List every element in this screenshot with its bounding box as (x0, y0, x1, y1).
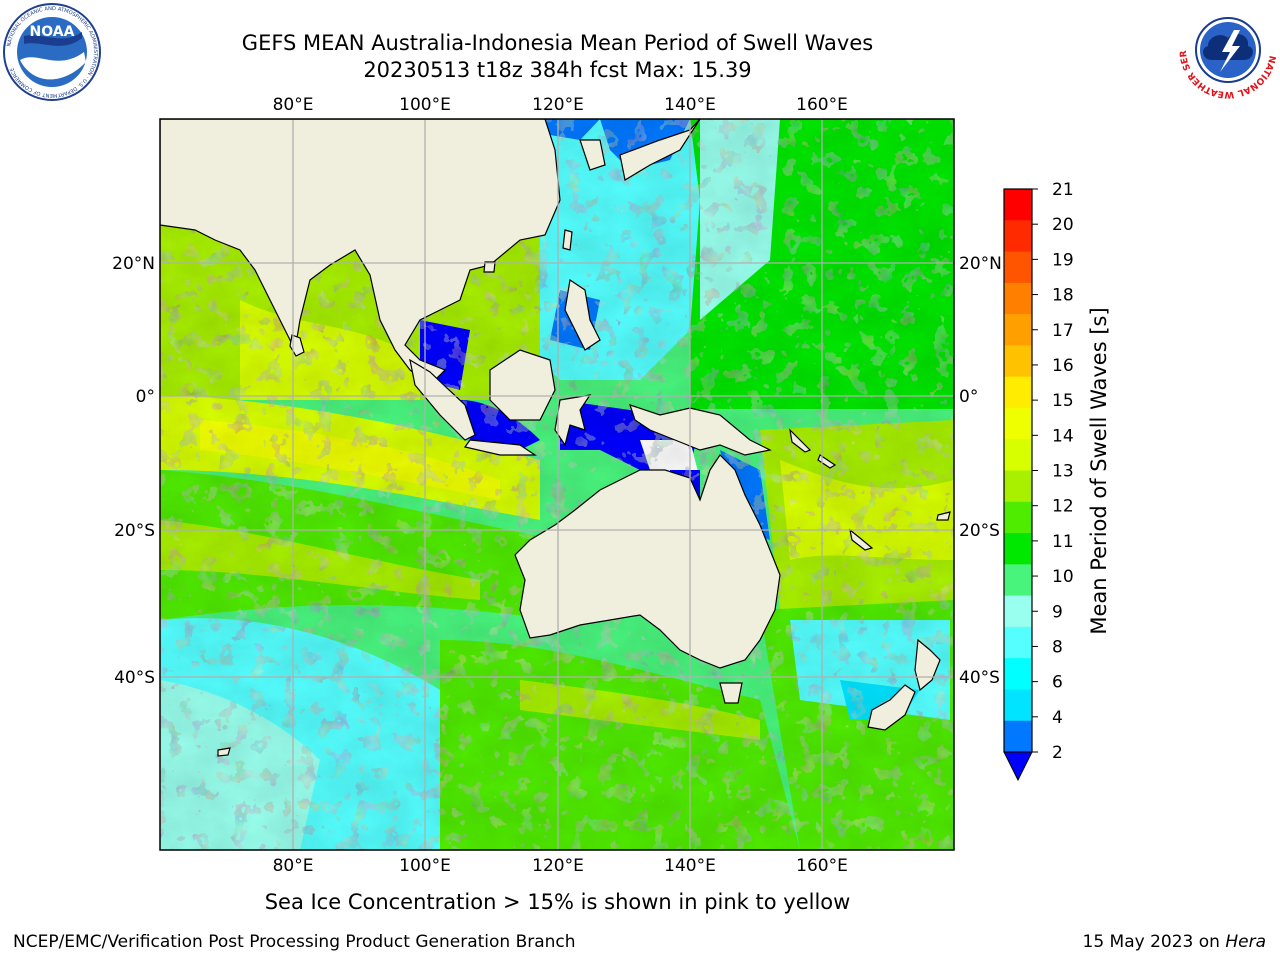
colorbar-segment (1004, 689, 1032, 722)
colorbar-segment (1004, 720, 1032, 753)
colorbar-tick-label: 19 (1052, 250, 1074, 270)
colorbar-tick-label: 2 (1052, 743, 1063, 763)
colorbar-segment (1004, 595, 1032, 628)
colorbar-segment (1004, 658, 1032, 690)
lon-tick-label: 80°E (273, 95, 314, 115)
colorbar-tick-label: 17 (1052, 321, 1074, 341)
colorbar-tick-label: 8 (1052, 637, 1063, 657)
sea-ice-note: Sea Ice Concentration > 15% is shown in … (264, 890, 851, 914)
lon-tick-label: 100°E (399, 856, 451, 876)
lat-ticks-left: 20°N 0° 20°S 40°S (112, 254, 155, 688)
footer-host: Hera (1225, 932, 1266, 952)
colorbar-label: Mean Period of Swell Waves [s] (1087, 307, 1111, 634)
colorbar-tick-label: 14 (1052, 426, 1074, 446)
lon-tick-label: 80°E (273, 856, 314, 876)
footer-date-text: 15 May 2023 on (1082, 932, 1226, 952)
colorbar-segment (1004, 314, 1032, 346)
colorbar: 21 20 19 18 17 16 15 14 13 12 11 10 9 8 6 4 2 (1003, 180, 1074, 782)
lon-tick-label: 140°E (664, 856, 716, 876)
colorbar-segment (1004, 439, 1032, 471)
graticule (160, 119, 954, 850)
colorbar-tick-label: 18 (1052, 286, 1074, 306)
noaa-logo: NATIONAL OCEANIC AND ATMOSPHERIC ADMINIS… (3, 3, 101, 101)
colorbar-tick-label: 20 (1052, 215, 1074, 235)
colorbar-tick-label: 15 (1052, 391, 1074, 411)
colorbar-segment (1004, 251, 1032, 284)
footer-date: 15 May 2023 on Hera (1083, 932, 1267, 952)
lat-tick-label: 20°S (959, 521, 1000, 541)
colorbar-under-triangle (1003, 751, 1033, 782)
lon-tick-label: 160°E (796, 856, 848, 876)
colorbar-tick-label: 6 (1052, 673, 1063, 693)
colorbar-segment (1004, 470, 1032, 503)
colorbar-frame (1003, 188, 1033, 753)
map-subtitle: 20230513 t18z 384h fcst Max: 15.39 (363, 58, 752, 82)
colorbar-tick-label: 13 (1052, 462, 1074, 482)
colorbar-segment (1004, 501, 1032, 534)
colorbar-tick-label: 4 (1052, 708, 1063, 728)
colorbar-segment (1004, 407, 1032, 440)
lat-tick-label: 20°N (112, 254, 155, 274)
map-title: GEFS MEAN Australia-Indonesia Mean Perio… (241, 31, 874, 55)
lat-ticks-right: 20°N 0° 20°S 40°S (959, 254, 1002, 688)
lon-tick-label: 120°E (532, 95, 584, 115)
lon-tick-label: 160°E (796, 95, 848, 115)
colorbar-segment (1004, 626, 1032, 659)
map-frame (159, 118, 955, 851)
lat-tick-label: 0° (959, 387, 978, 407)
colorbar-segment (1004, 345, 1032, 378)
lat-tick-label: 40°S (959, 668, 1000, 688)
colorbar-tick-label: 21 (1052, 180, 1074, 200)
footer-credit: NCEP/EMC/Verification Post Processing Pr… (13, 932, 576, 952)
colorbar-tick-label: 12 (1052, 497, 1074, 517)
lon-ticks-top: 80°E 100°E 120°E 140°E 160°E (273, 95, 848, 115)
colorbar-segment (1004, 533, 1032, 565)
land-masses (160, 119, 951, 757)
colorbar-segment (1004, 282, 1032, 315)
colorbar-tick-label: 9 (1052, 602, 1063, 622)
lat-tick-label: 20°S (114, 521, 155, 541)
lon-tick-label: 100°E (399, 95, 451, 115)
colorbar-tick-label: 11 (1052, 532, 1074, 552)
nws-logo: NATIONAL WEATHER SERVICE (1178, 0, 1277, 99)
svg-text:NOAA: NOAA (30, 24, 75, 40)
colorbar-segment (1004, 376, 1032, 409)
colorbar-tick-label: 16 (1052, 356, 1074, 376)
lat-tick-label: 20°N (959, 254, 1002, 274)
lon-tick-label: 120°E (532, 856, 584, 876)
lon-ticks-bottom: 80°E 100°E 120°E 140°E 160°E (273, 856, 848, 876)
lat-tick-label: 0° (136, 387, 155, 407)
lon-tick-label: 140°E (664, 95, 716, 115)
colorbar-segment (1004, 564, 1032, 597)
swell-period-field (160, 119, 954, 850)
lat-tick-label: 40°S (114, 668, 155, 688)
colorbar-segment (1004, 220, 1032, 253)
colorbar-tick-label: 10 (1052, 567, 1074, 587)
colorbar-segment (1004, 189, 1032, 221)
